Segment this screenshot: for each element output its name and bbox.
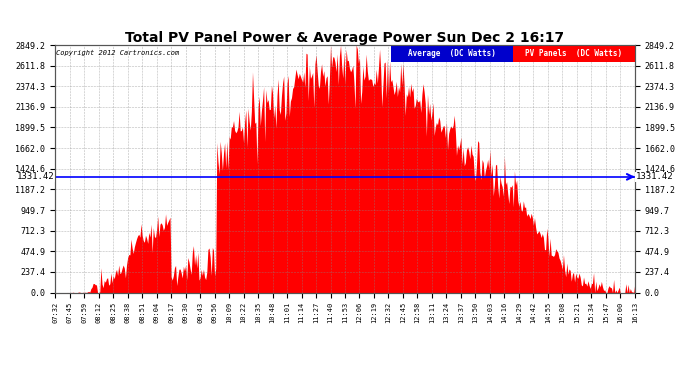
Text: Average  (DC Watts): Average (DC Watts) xyxy=(408,49,496,58)
FancyBboxPatch shape xyxy=(513,45,635,62)
Text: PV Panels  (DC Watts): PV Panels (DC Watts) xyxy=(525,49,622,58)
FancyBboxPatch shape xyxy=(391,45,513,62)
Title: Total PV Panel Power & Average Power Sun Dec 2 16:17: Total PV Panel Power & Average Power Sun… xyxy=(126,31,564,45)
Text: Copyright 2012 Cartronics.com: Copyright 2012 Cartronics.com xyxy=(57,50,179,56)
Text: 1331.42: 1331.42 xyxy=(635,172,673,182)
Text: 1331.42: 1331.42 xyxy=(17,172,55,182)
